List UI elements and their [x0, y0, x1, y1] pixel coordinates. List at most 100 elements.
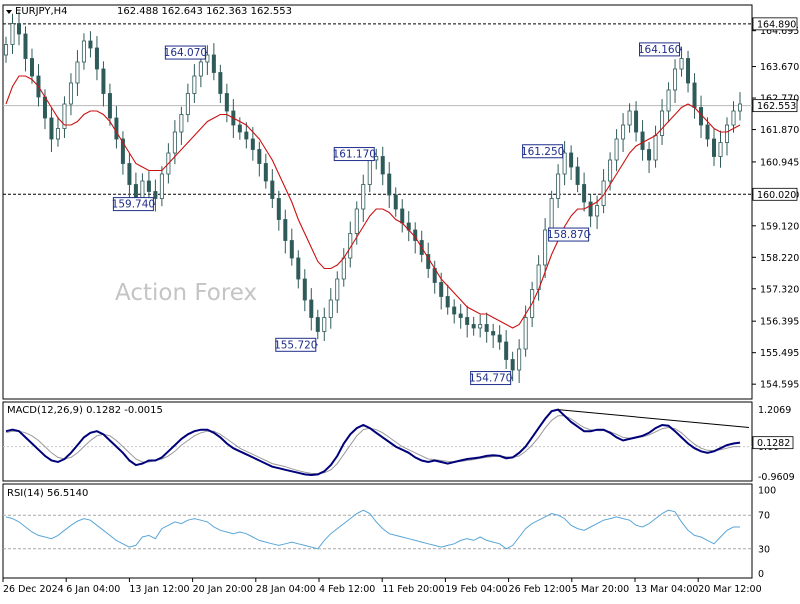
time-tick-label: 20 Mar 12:00 — [698, 584, 761, 595]
candle — [731, 101, 736, 133]
rsi-tick-label: 0 — [758, 569, 764, 580]
macd-tick-label: -0.9609 — [758, 472, 795, 483]
level-tag — [752, 17, 798, 31]
candle — [322, 307, 327, 341]
rsi-tick-label: 30 — [758, 544, 770, 555]
ohlc-readout: 162.488 162.643 162.363 162.553 — [117, 6, 292, 17]
candle — [465, 305, 470, 338]
candle — [296, 250, 301, 289]
candle — [263, 153, 268, 189]
candle — [478, 314, 483, 338]
candle — [107, 83, 112, 126]
candle — [55, 116, 60, 147]
macd-trendline — [558, 409, 750, 429]
candle — [673, 59, 678, 103]
candle — [718, 130, 723, 168]
candle — [289, 228, 294, 266]
candle — [387, 162, 392, 208]
moving-average-line — [5, 75, 741, 329]
candle — [127, 153, 132, 198]
candle — [270, 169, 275, 208]
candle — [575, 157, 580, 193]
candle — [712, 129, 717, 166]
price-tick-label: 156.395 — [760, 317, 799, 328]
level-label: 164.890 — [757, 19, 796, 30]
candle — [504, 330, 509, 369]
price-tick-label: 157.320 — [760, 284, 799, 295]
rsi-label: RSI(14) 56.5140 — [7, 488, 88, 499]
price-callout: 161.250 — [521, 144, 565, 159]
candle — [68, 73, 73, 116]
candle — [283, 209, 288, 254]
time-tick-label: 13 Mar 04:00 — [635, 584, 698, 595]
candle — [81, 33, 86, 70]
symbol-dropdown-icon[interactable] — [6, 10, 12, 14]
candle — [471, 316, 476, 336]
macd-panel — [2, 401, 753, 482]
candle — [491, 323, 496, 348]
price-tick-label: 163.670 — [760, 62, 799, 73]
candle — [4, 36, 9, 63]
candle — [198, 54, 203, 88]
candle — [738, 92, 743, 121]
callout-label: 158.870 — [547, 229, 590, 241]
candle — [62, 96, 67, 138]
watermark: Action Forex — [115, 280, 257, 306]
candle — [497, 325, 502, 350]
rsi-tick-label: 100 — [758, 486, 776, 497]
candle — [725, 117, 730, 156]
candle — [29, 48, 34, 84]
price-tick-label: 160.945 — [760, 157, 799, 168]
level-label: 160.020 — [757, 190, 796, 201]
candle — [179, 106, 184, 145]
time-tick-label: 4 Feb 12:00 — [319, 584, 375, 595]
candle — [309, 288, 314, 331]
callout-label: 161.250 — [521, 146, 564, 158]
time-tick-label: 5 Mar 20:00 — [572, 584, 629, 595]
candle — [393, 187, 398, 217]
candle — [224, 83, 229, 123]
price-tick-label: 158.220 — [760, 253, 799, 264]
candle — [75, 50, 80, 96]
candle — [543, 218, 548, 278]
rsi-panel — [2, 483, 753, 579]
time-tick-label: 26 Dec 2024 — [3, 584, 64, 595]
candles-layer — [4, 11, 743, 383]
callout-label: 155.720 — [274, 339, 317, 351]
macd-current-label: 0.1282 — [757, 438, 790, 449]
price-tick-label: 162.770 — [760, 94, 799, 105]
callout-label: 159.740 — [112, 199, 155, 211]
candle — [458, 304, 463, 329]
candle — [380, 146, 385, 186]
candle — [315, 309, 320, 340]
candle — [660, 99, 665, 145]
candle — [647, 141, 652, 173]
time-tick-label: 19 Feb 04:00 — [445, 584, 507, 595]
candle — [582, 172, 587, 212]
current-price-tag — [752, 99, 798, 113]
price-callout: 155.720 — [274, 337, 318, 352]
candle — [614, 129, 619, 172]
candle — [159, 166, 164, 207]
price-tick-label: 164.695 — [760, 26, 799, 37]
candle — [634, 101, 639, 142]
price-callout: 159.740 — [112, 197, 156, 212]
macd-signal-line — [5, 415, 740, 475]
candle — [335, 271, 340, 313]
callout-label: 154.770 — [469, 373, 512, 385]
candle — [101, 61, 106, 107]
candle — [445, 284, 450, 315]
price-tick-label: 159.120 — [760, 221, 799, 232]
candle — [88, 31, 93, 58]
candle — [185, 83, 190, 123]
time-tick-label: 13 Jan 12:00 — [129, 584, 189, 595]
candle — [621, 113, 626, 152]
candle — [302, 269, 307, 312]
candle — [120, 131, 125, 175]
candle — [244, 122, 249, 149]
candle — [484, 312, 489, 343]
time-tick-label: 28 Jan 04:00 — [256, 584, 316, 595]
candle — [276, 190, 281, 231]
macd-tick-label: 1.2069 — [758, 405, 791, 416]
